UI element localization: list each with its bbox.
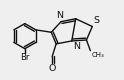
Text: CH₃: CH₃ [91, 52, 104, 58]
Text: Br: Br [20, 53, 30, 62]
Text: O: O [48, 64, 56, 73]
Text: S: S [94, 16, 100, 25]
Text: N: N [73, 42, 80, 51]
Text: N: N [57, 11, 63, 20]
